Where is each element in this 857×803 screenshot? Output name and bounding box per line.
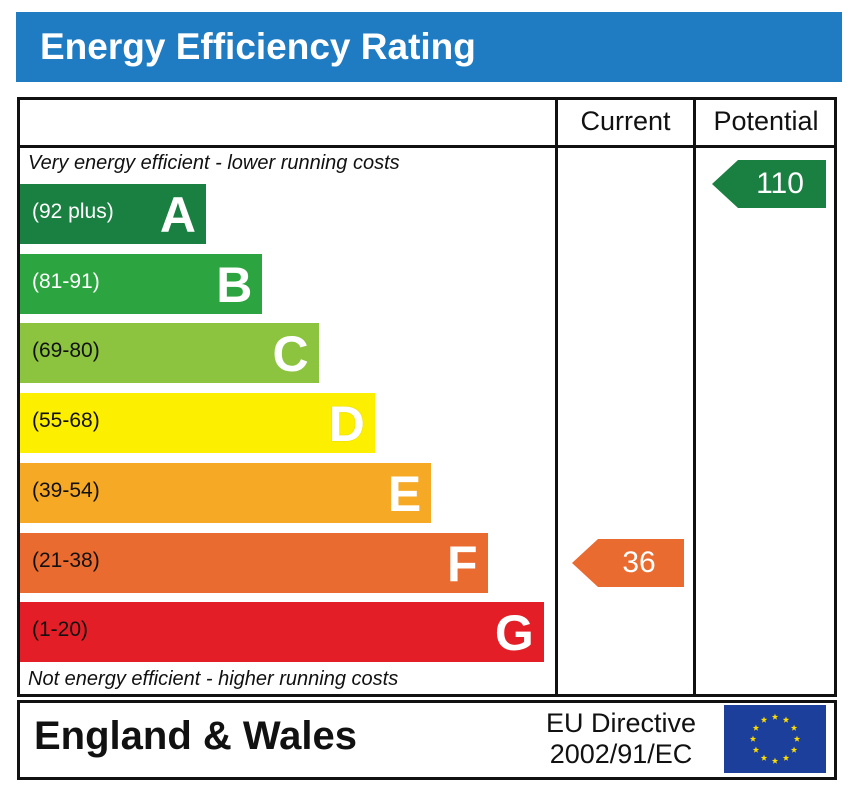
band-range-label: (55-68) [32, 409, 100, 433]
potential-arrow-shape [712, 160, 826, 208]
eu-flag-icon [724, 705, 826, 773]
eu-star [790, 746, 798, 753]
band-letter: D [328, 396, 365, 453]
region-label: England & Wales [34, 714, 358, 758]
band-letter: G [494, 605, 534, 662]
header-row-divider [17, 145, 837, 148]
band-e: (39-54) E [20, 462, 432, 523]
band-range-label: (69-80) [32, 339, 100, 363]
band-range-label: (1-20) [32, 618, 89, 642]
band-c: (69-80) C [20, 323, 319, 384]
band-range-label: (81-91) [32, 269, 100, 293]
potential-column-header: Potential [713, 106, 819, 136]
directive-line-1: EU Directive [546, 708, 697, 738]
eu-star [793, 735, 801, 742]
eu-star [771, 757, 779, 764]
rating-frame [17, 97, 837, 697]
band-letter: C [272, 326, 309, 383]
current-column-divider [555, 97, 558, 697]
top-caption: Very energy efficient - lower running co… [28, 152, 400, 174]
chart-title: Energy Efficiency Rating [40, 26, 476, 67]
eu-star [782, 754, 790, 761]
current-rating-value: 36 [622, 545, 656, 579]
bottom-caption: Not energy efficient - higher running co… [28, 668, 399, 690]
eu-star [782, 716, 790, 723]
band-g: (1-20) G [20, 602, 544, 663]
eu-star [752, 746, 760, 753]
current-arrow-shape [572, 538, 684, 587]
eu-star [760, 754, 768, 761]
potential-rating-arrow: 110 [712, 160, 826, 208]
header-bar: Energy Efficiency Rating [16, 12, 842, 82]
eu-star [790, 724, 798, 731]
eu-star [752, 724, 760, 731]
band-range-label: (21-38) [32, 548, 100, 572]
footer-frame [17, 700, 837, 780]
potential-column-divider [693, 97, 696, 697]
directive-line-2: 2002/91/EC [549, 739, 693, 769]
eu-star [771, 713, 779, 720]
band-letter: B [216, 256, 253, 313]
band-d: (55-68) D [20, 393, 375, 454]
band-a: (92 plus) A [20, 184, 206, 244]
current-column-header: Current [580, 106, 671, 136]
current-rating-arrow: 36 [572, 538, 684, 587]
band-f: (21-38) F [20, 532, 488, 593]
band-b: (81-91) B [20, 253, 263, 314]
band-letter: E [387, 465, 422, 522]
band-letter: A [159, 187, 196, 243]
eu-star [749, 735, 757, 742]
band-range-label: (39-54) [32, 478, 100, 502]
band-letter: F [446, 535, 478, 592]
potential-rating-value: 110 [756, 167, 804, 200]
eu-star [760, 716, 768, 723]
band-range-label: (92 plus) [32, 200, 114, 223]
eu-directive-label: EU Directive 2002/91/EC [546, 708, 696, 770]
